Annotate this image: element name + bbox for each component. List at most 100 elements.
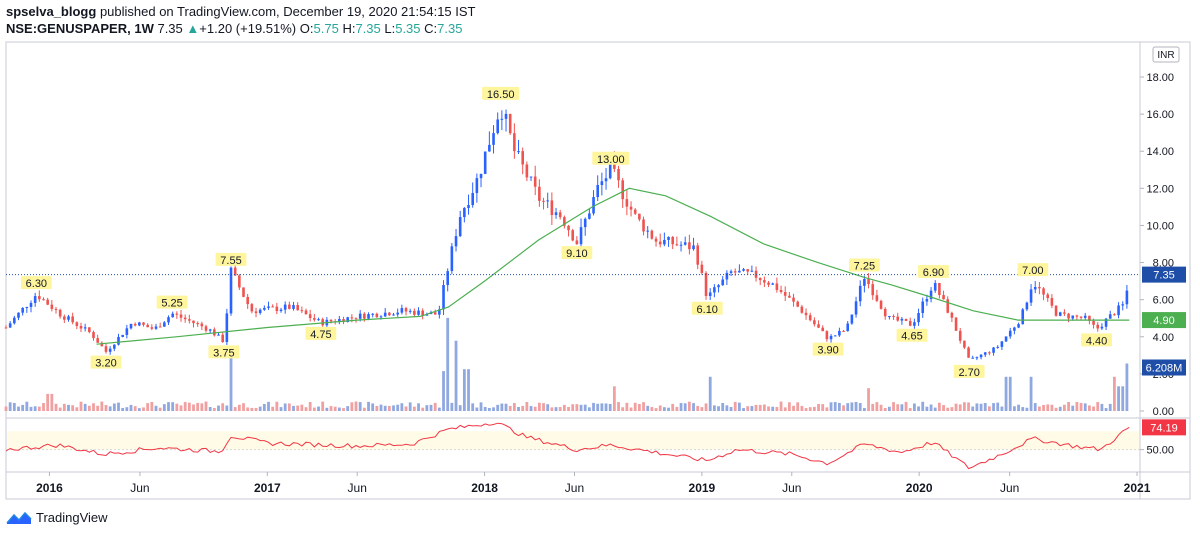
price-label: 6.30 [20,276,52,290]
candle-body [1021,309,1025,325]
candle-body [475,178,479,193]
volume-bar [758,404,762,411]
volume-bar [192,404,195,411]
candle-body [383,312,387,317]
candle-body [771,283,775,285]
candle-body [696,245,700,265]
price-tick-label: 14.00 [1146,146,1174,158]
price-label-bg [812,342,844,356]
volume-bar [4,406,8,411]
candle-body [554,212,558,216]
candle-body [1079,316,1083,318]
volume-bar [850,402,854,411]
candle-body [250,304,254,312]
candle-body [854,301,858,315]
volume-bar [887,406,891,411]
volume-bar [350,402,354,411]
candle-body [817,324,820,328]
volume-bar [117,402,120,411]
volume-bar [708,376,712,411]
candle-body [75,322,79,326]
candle-body [371,313,374,315]
price-label-bg [20,276,52,290]
volume-bar [467,369,470,411]
candle-body [846,323,850,332]
volume-bar [558,407,562,411]
candles-layer [4,109,1129,361]
volume-bar [608,403,612,411]
volume-bar [1083,403,1087,411]
candle-body [50,304,54,309]
price-label: 7.25 [848,258,880,272]
candle-body [125,328,129,335]
volume-bar [612,386,616,411]
volume-bar [942,405,945,411]
volume-bar [950,407,954,411]
candle-body [563,217,566,226]
publish-line: spselva_blogg published on TradingView.c… [6,3,476,20]
rsi-badge-text: 74.19 [1150,422,1178,434]
volume-bar [771,406,775,411]
volume-bar [1117,386,1120,411]
volume-bar [1021,407,1025,411]
price-label-text: 9.10 [566,248,587,260]
volume-bar [275,401,279,411]
volume-bar [475,407,479,411]
author-name[interactable]: spselva_blogg [6,4,97,19]
volume-bar [54,403,58,411]
volume-bar [962,402,966,411]
symbol-name[interactable]: NSE:GENUSPAPER, 1W [6,21,154,36]
volume-bar [637,404,641,411]
candle-body [963,340,966,348]
candle-body [1054,305,1058,316]
price-label-bg [215,252,247,266]
volume-bar [1071,405,1075,411]
volume-bar [671,403,675,411]
candle-body [904,318,908,321]
volume-bar [450,402,454,411]
price-tick-label: 0.00 [1153,406,1174,418]
volume-bar [746,406,750,411]
volume-bar [204,401,208,411]
candle-body [1088,315,1091,321]
tradingview-brand[interactable]: TradingView [6,510,108,525]
candle-body [979,354,983,358]
candle-body [154,326,158,329]
volume-bar [479,402,483,411]
candle-body [288,304,291,309]
candle-body [1063,312,1066,314]
volume-bar [458,405,462,411]
candle-body [529,176,533,178]
candle-body [346,317,349,323]
candle-body [867,279,870,285]
volume-bar [342,408,345,411]
candle-body [992,347,995,353]
candle-body [42,299,45,301]
candle-body [142,322,145,325]
candle-body [150,327,154,329]
volume-bar [783,407,787,411]
candle-body [850,314,854,324]
volume-bar [308,402,312,411]
volume-bar [396,404,400,411]
currency-badge-text: INR [1157,50,1174,61]
volume-bar [46,393,50,411]
candle-body [746,269,750,272]
volume-bar [808,407,812,411]
candle-body [304,310,308,315]
price-label-text: 4.65 [901,331,922,343]
volume-bar [546,404,550,411]
candle-body [917,312,920,323]
rsi-band-layer [6,431,1140,451]
volume-bar [367,401,370,411]
candle-body [1058,312,1062,316]
price-label: 2.70 [953,364,985,379]
candle-body [650,230,654,239]
candle-body [1025,302,1029,310]
volume-bar [992,403,995,411]
volume-bar [579,404,583,411]
price-label-text: 7.55 [220,255,241,267]
candle-body [625,199,629,207]
volume-bar [404,406,408,411]
